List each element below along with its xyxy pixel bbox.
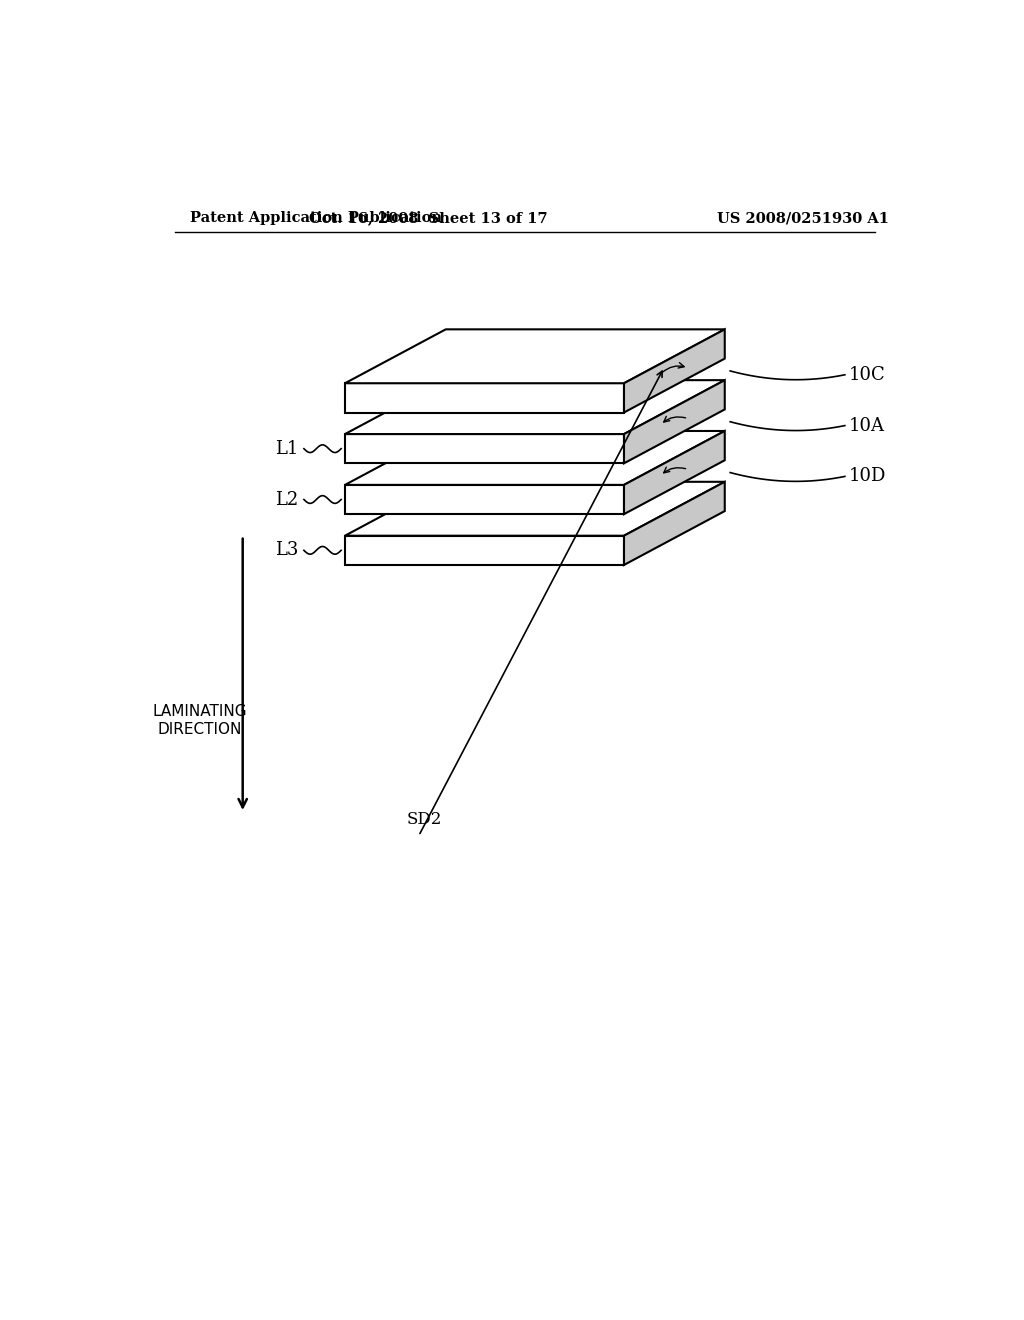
Polygon shape	[345, 482, 725, 536]
Text: Fig. 13: Fig. 13	[470, 444, 580, 474]
Text: LAMINATING
DIRECTION: LAMINATING DIRECTION	[153, 705, 248, 737]
Polygon shape	[624, 380, 725, 463]
Text: L2: L2	[275, 491, 299, 508]
Text: Patent Application Publication: Patent Application Publication	[190, 211, 442, 226]
Polygon shape	[345, 330, 725, 383]
Text: Oct. 16, 2008  Sheet 13 of 17: Oct. 16, 2008 Sheet 13 of 17	[309, 211, 548, 226]
Text: 10D: 10D	[849, 467, 886, 486]
Polygon shape	[345, 430, 725, 484]
Polygon shape	[345, 536, 624, 565]
Text: US 2008/0251930 A1: US 2008/0251930 A1	[717, 211, 889, 226]
Polygon shape	[624, 330, 725, 412]
Text: L3: L3	[275, 541, 299, 560]
Polygon shape	[345, 434, 624, 463]
Text: 10C: 10C	[849, 366, 886, 384]
Polygon shape	[624, 482, 725, 565]
Polygon shape	[345, 383, 624, 412]
Polygon shape	[624, 430, 725, 515]
Text: SD2: SD2	[407, 812, 442, 829]
Polygon shape	[345, 484, 624, 515]
Text: 10A: 10A	[849, 417, 885, 434]
Polygon shape	[345, 380, 725, 434]
Text: L1: L1	[275, 440, 299, 458]
